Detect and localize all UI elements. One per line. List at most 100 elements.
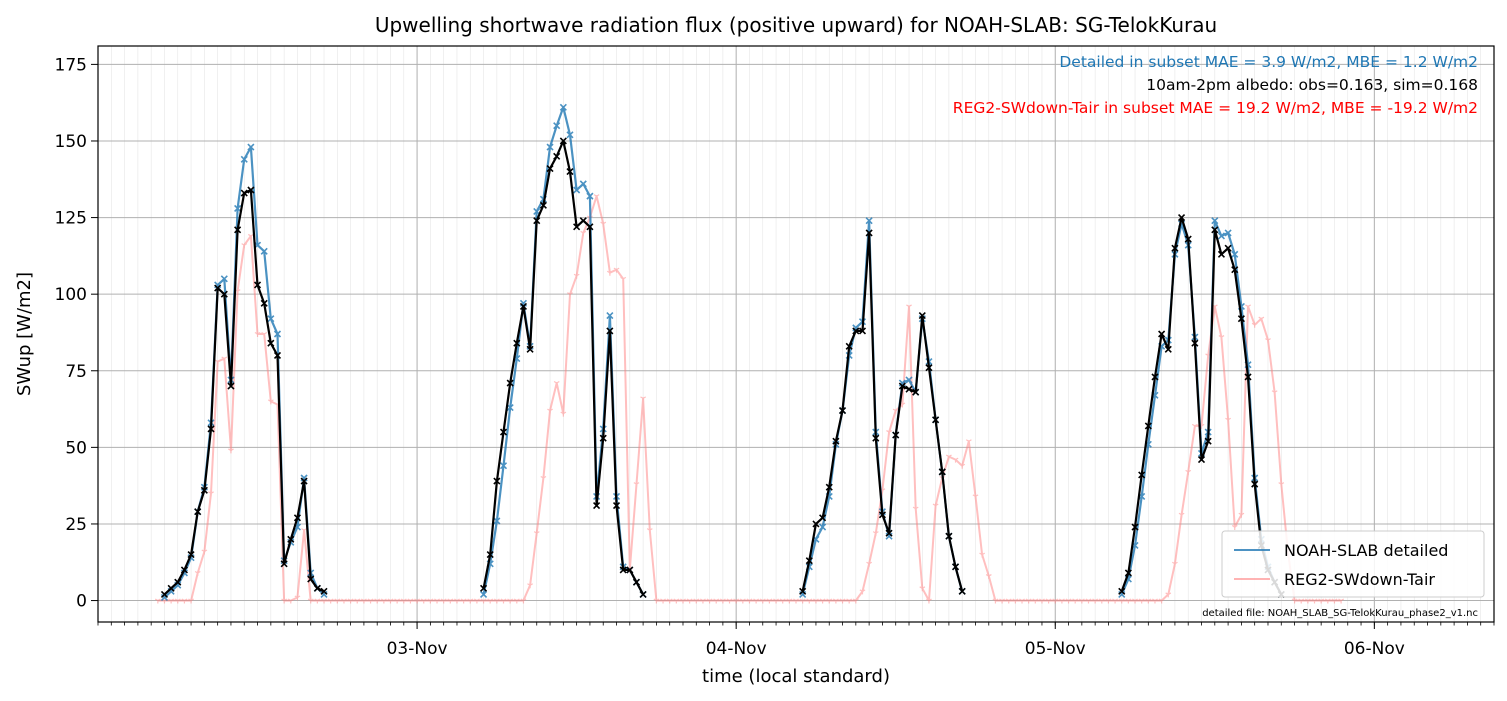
y-tick-label: 0 [76, 592, 87, 612]
data-point [1251, 480, 1259, 488]
data-point [918, 312, 926, 320]
data-point [559, 137, 567, 145]
data-point [905, 376, 913, 384]
data-point [759, 598, 766, 604]
data-point [1191, 339, 1199, 347]
data-point [892, 431, 900, 439]
data-point [181, 598, 188, 604]
data-point [434, 598, 440, 604]
data-point [394, 598, 401, 604]
data-point [1172, 561, 1178, 567]
data-point [826, 598, 833, 604]
data-point [260, 299, 268, 307]
chart-title: Upwelling shortwave radiation flux (posi… [375, 13, 1217, 37]
data-point [606, 270, 613, 276]
annotation-detailed-stats: Detailed in subset MAE = 3.9 W/m2, MBE =… [1059, 53, 1478, 71]
data-point [280, 560, 288, 568]
data-point [1298, 598, 1305, 604]
data-point [267, 399, 274, 405]
data-point [958, 587, 966, 595]
data-point [926, 598, 932, 604]
data-point [287, 535, 295, 543]
data-point [885, 529, 893, 537]
data-point [566, 168, 574, 176]
data-point [1184, 235, 1192, 243]
data-point [766, 598, 773, 604]
data-point [573, 273, 580, 279]
data-point [208, 491, 214, 497]
series-reg2-swdown-tair [154, 194, 1345, 604]
data-point [819, 523, 827, 531]
data-point [892, 408, 899, 414]
data-point [334, 598, 341, 604]
data-point [287, 598, 294, 604]
data-point [1032, 598, 1039, 604]
data-point [1158, 330, 1166, 338]
data-point [1005, 598, 1012, 604]
data-point [539, 201, 547, 209]
data-point [180, 566, 188, 574]
data-point [726, 598, 733, 604]
data-point [1124, 569, 1132, 577]
data-point [805, 557, 813, 565]
data-point [706, 598, 713, 604]
data-point [1098, 598, 1105, 604]
data-point [253, 281, 262, 289]
data-point [1152, 598, 1158, 604]
data-point [474, 598, 480, 604]
data-point [739, 598, 746, 604]
data-point [167, 584, 175, 592]
data-point [819, 598, 826, 604]
data-point [586, 223, 594, 231]
data-point [852, 327, 860, 335]
legend: NOAH-SLAB detailed REG2-SWdown-Tair [1221, 530, 1485, 598]
annotation-albedo: 10am-2pm albedo: obs=0.163, sim=0.168 [1146, 76, 1478, 94]
data-point [321, 598, 327, 604]
data-point [1238, 512, 1245, 518]
data-point [341, 598, 347, 604]
data-point [838, 407, 847, 415]
data-point [606, 327, 614, 335]
data-point [613, 267, 620, 273]
data-point [673, 598, 680, 604]
data-point [320, 587, 328, 595]
data-point [313, 584, 321, 592]
data-point [520, 598, 527, 604]
data-point [513, 339, 521, 347]
data-point [479, 590, 488, 598]
data-point [273, 330, 282, 338]
data-point [1224, 229, 1232, 237]
data-point [1177, 214, 1186, 222]
data-point [640, 396, 647, 402]
data-point [1258, 316, 1265, 322]
data-point [746, 598, 753, 604]
data-point [240, 155, 248, 163]
data-point [839, 598, 846, 604]
data-point [1338, 598, 1345, 604]
data-point [1118, 587, 1126, 595]
data-point [680, 598, 686, 604]
plot-area-frame [97, 45, 1495, 623]
data-point [360, 598, 367, 604]
data-point [553, 381, 560, 387]
legend-label-reg2: REG2-SWdown-Tair [1284, 570, 1435, 589]
data-point [1171, 244, 1179, 252]
data-point [1318, 598, 1325, 604]
data-point [686, 598, 693, 604]
data-point [1165, 592, 1172, 598]
data-point [878, 511, 886, 519]
data-point [560, 411, 567, 417]
data-point [414, 598, 420, 604]
data-point [314, 598, 321, 604]
data-point [1271, 390, 1278, 396]
data-point [547, 408, 553, 414]
data-point [1025, 598, 1032, 604]
data-point [972, 494, 979, 500]
data-point [812, 520, 820, 528]
data-point [174, 598, 181, 604]
data-point [187, 551, 195, 559]
data-point [586, 192, 594, 200]
data-point [832, 437, 840, 445]
data-point [959, 463, 966, 469]
data-point [1012, 598, 1019, 604]
